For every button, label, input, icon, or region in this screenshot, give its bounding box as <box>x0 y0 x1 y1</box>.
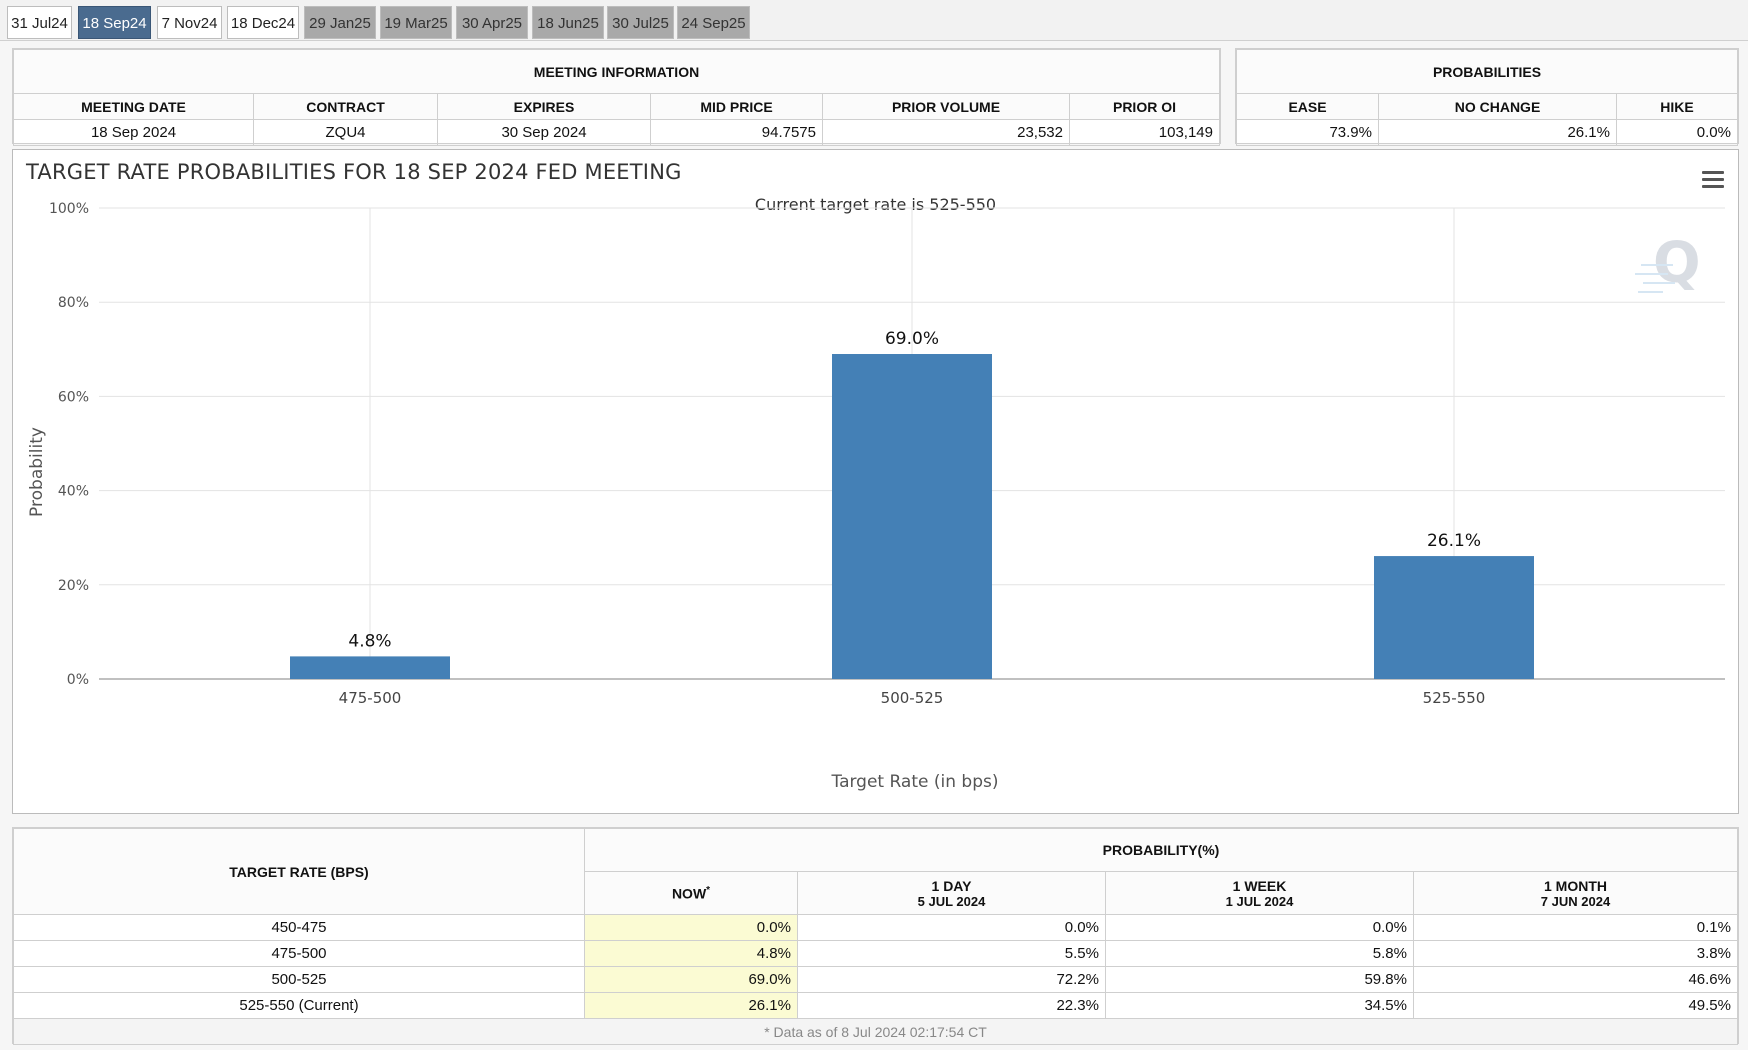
prior-oi-header: PRIOR OI <box>1069 93 1220 120</box>
x-tick-label: 475-500 <box>339 689 402 707</box>
hamburger-menu-icon[interactable] <box>1702 171 1724 188</box>
no-change-header: NO CHANGE <box>1378 93 1617 120</box>
now-cell: 4.8% <box>584 940 798 967</box>
prior-volume-value: 23,532 <box>822 119 1070 146</box>
now-column-header: NOW* <box>584 871 798 915</box>
bar-data-label: 4.8% <box>348 631 391 651</box>
tab-18-sep24[interactable]: 18 Sep24 <box>78 6 151 39</box>
bar-525-550[interactable] <box>1374 556 1534 679</box>
y-tick-label: 0% <box>67 672 89 688</box>
table-row: 475-500 4.8% 5.5% 5.8% 3.8% <box>13 940 1738 967</box>
one-day-cell: 72.2% <box>797 966 1106 993</box>
tab-29-jan25[interactable]: 29 Jan25 <box>304 6 376 39</box>
table-row: 450-475 0.0% 0.0% 0.0% 0.1% <box>13 914 1738 941</box>
one-month-cell: 3.8% <box>1413 940 1738 967</box>
chart-plot: Q 0% 20% 40% 60% 80% 100% 4.8% 475-500 69.0% 500… <box>27 201 1725 792</box>
y-tick-label: 60% <box>58 389 89 405</box>
svg-text:Q: Q <box>1653 231 1701 296</box>
prior-volume-header: PRIOR VOLUME <box>822 93 1070 120</box>
one-week-cell: 5.8% <box>1105 940 1414 967</box>
tab-30-apr25[interactable]: 30 Apr25 <box>456 6 528 39</box>
tab-30-jul25[interactable]: 30 Jul25 <box>607 6 674 39</box>
table-row: 525-550 (Current) 26.1% 22.3% 34.5% 49.5… <box>13 992 1738 1019</box>
x-axis-label: Target Rate (in bps) <box>831 772 999 792</box>
expires-value: 30 Sep 2024 <box>437 119 651 146</box>
no-change-value: 26.1% <box>1378 119 1617 146</box>
table-row: 500-525 69.0% 72.2% 59.8% 46.6% <box>13 966 1738 993</box>
probability-history-panel: TARGET RATE (BPS) PROBABILITY(%) NOW* 1 … <box>12 827 1739 1045</box>
tab-24-sep25[interactable]: 24 Sep25 <box>677 6 750 39</box>
tab-31-jul24[interactable]: 31 Jul24 <box>7 6 72 39</box>
one-month-column-header: 1 MONTH 7 JUN 2024 <box>1413 871 1738 915</box>
y-tick-label: 80% <box>58 295 89 311</box>
ease-value: 73.9% <box>1236 119 1379 146</box>
one-month-cell: 0.1% <box>1413 914 1738 941</box>
one-week-cell: 0.0% <box>1105 914 1414 941</box>
contract-header: CONTRACT <box>253 93 438 120</box>
probability-history-table: TARGET RATE (BPS) PROBABILITY(%) NOW* 1 … <box>13 828 1738 1045</box>
x-tick-label: 525-550 <box>1423 689 1486 707</box>
tab-19-mar25[interactable]: 19 Mar25 <box>380 6 452 39</box>
mid-price-value: 94.7575 <box>650 119 823 146</box>
chart-title: TARGET RATE PROBABILITIES FOR 18 SEP 202… <box>26 160 682 184</box>
meeting-date-header: MEETING DATE <box>13 93 254 120</box>
mid-price-header: MID PRICE <box>650 93 823 120</box>
target-rate-header: TARGET RATE (BPS) <box>13 828 585 915</box>
one-day-cell: 22.3% <box>797 992 1106 1019</box>
meeting-date-value: 18 Sep 2024 <box>13 119 254 146</box>
ease-header: EASE <box>1236 93 1379 120</box>
meeting-information-table: MEETING INFORMATION MEETING DATE CONTRAC… <box>13 49 1220 146</box>
hike-header: HIKE <box>1616 93 1738 120</box>
tab-18-dec24[interactable]: 18 Dec24 <box>227 6 299 39</box>
target-rate-cell: 475-500 <box>13 940 585 967</box>
now-cell: 0.0% <box>584 914 798 941</box>
chart-subtitle: Current target rate is 525-550 <box>754 195 997 214</box>
target-rate-cell: 525-550 (Current) <box>13 992 585 1019</box>
one-month-cell: 49.5% <box>1413 992 1738 1019</box>
target-rate-cell: 450-475 <box>13 914 585 941</box>
probabilities-title: PROBABILITIES <box>1236 49 1738 94</box>
y-tick-label: 100% <box>49 201 89 217</box>
bar-data-label: 26.1% <box>1427 531 1481 551</box>
one-day-cell: 0.0% <box>797 914 1106 941</box>
one-week-column-header: 1 WEEK 1 JUL 2024 <box>1105 871 1414 915</box>
expires-header: EXPIRES <box>437 93 651 120</box>
one-month-cell: 46.6% <box>1413 966 1738 993</box>
y-axis-label: Probability <box>27 427 47 517</box>
y-tick-label: 40% <box>58 484 89 500</box>
y-tick-label: 20% <box>58 578 89 594</box>
target-rate-cell: 500-525 <box>13 966 585 993</box>
bar-475-500[interactable] <box>290 656 450 679</box>
one-day-column-header: 1 DAY 5 JUL 2024 <box>797 871 1106 915</box>
contract-value: ZQU4 <box>253 119 438 146</box>
prior-oi-value: 103,149 <box>1069 119 1220 146</box>
now-cell: 26.1% <box>584 992 798 1019</box>
bar-data-label: 69.0% <box>885 329 939 349</box>
watermark-logo: Q <box>1635 231 1701 296</box>
one-week-cell: 34.5% <box>1105 992 1414 1019</box>
now-cell: 69.0% <box>584 966 798 993</box>
tab-7-nov24[interactable]: 7 Nov24 <box>157 6 222 39</box>
probabilities-table: PROBABILITIES EASE NO CHANGE HIKE 73.9% … <box>1236 49 1738 146</box>
meeting-information-panel: MEETING INFORMATION MEETING DATE CONTRAC… <box>12 48 1221 146</box>
probabilities-panel: PROBABILITIES EASE NO CHANGE HIKE 73.9% … <box>1235 48 1739 146</box>
meeting-tab-bar: 31 Jul24 18 Sep24 7 Nov24 18 Dec24 29 Ja… <box>0 0 1748 41</box>
bar-500-525[interactable] <box>832 354 992 679</box>
probability-header: PROBABILITY(%) <box>584 828 1738 872</box>
content-frame: MEETING INFORMATION MEETING DATE CONTRAC… <box>0 41 1748 1050</box>
one-day-cell: 5.5% <box>797 940 1106 967</box>
hike-value: 0.0% <box>1616 119 1738 146</box>
data-timestamp-footnote: * Data as of 8 Jul 2024 02:17:54 CT <box>13 1018 1738 1045</box>
one-week-cell: 59.8% <box>1105 966 1414 993</box>
target-rate-chart: TARGET RATE PROBABILITIES FOR 18 SEP 202… <box>12 149 1739 814</box>
meeting-information-title: MEETING INFORMATION <box>13 49 1220 94</box>
x-tick-label: 500-525 <box>881 689 944 707</box>
tab-18-jun25[interactable]: 18 Jun25 <box>532 6 604 39</box>
